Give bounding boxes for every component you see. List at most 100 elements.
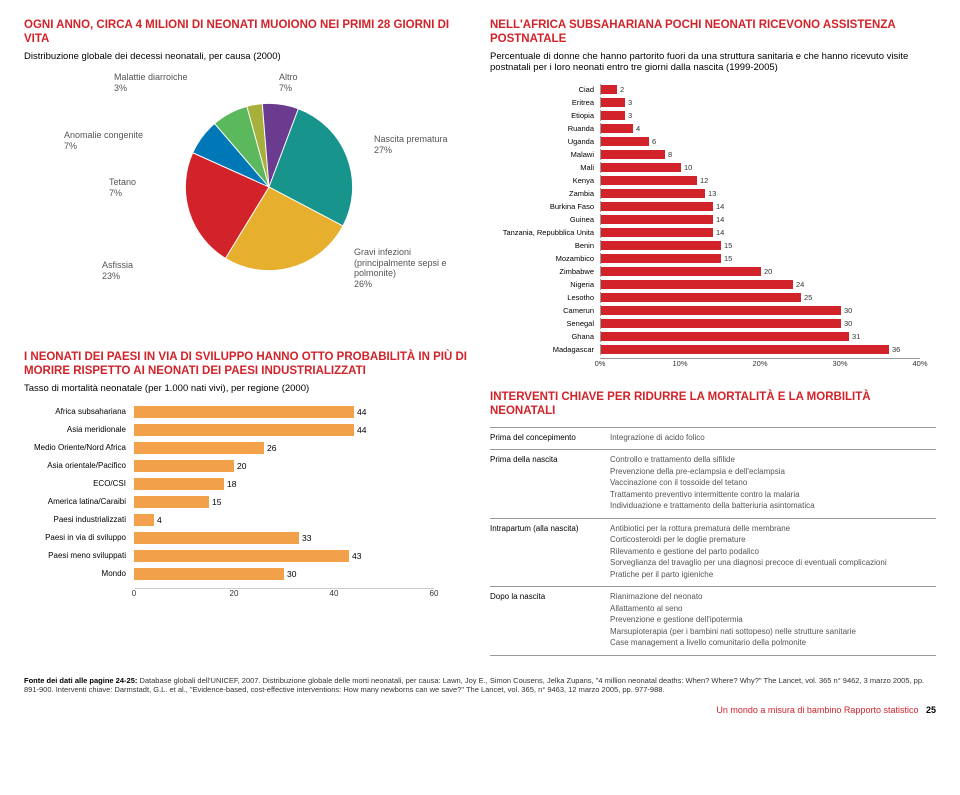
table-item: Vaccinazione con il tossoide del tetano <box>610 478 936 488</box>
report-name: Un mondo a misura di bambino Rapporto st… <box>716 705 918 715</box>
left-title-1: OGNI ANNO, CIRCA 4 MILIONI DI NEONATI MU… <box>24 18 470 47</box>
hbar-label: Tanzania, Repubblica Unita <box>490 228 600 237</box>
table-item: Allattamento al seno <box>610 604 936 614</box>
pie-label-pct: 3% <box>114 83 188 94</box>
bar-value: 33 <box>299 532 311 544</box>
table-phase: Prima della nascita <box>490 455 610 513</box>
intervention-table: Prima del concepimentoIntegrazione di ac… <box>490 427 936 656</box>
table-item: Antibiotici per la rottura prematura del… <box>610 524 936 534</box>
hbar-value: 36 <box>889 344 900 355</box>
bar-value: 30 <box>284 568 296 580</box>
table-item: Individuazione e trattamento della batte… <box>610 501 936 511</box>
hbar-label: Madagascar <box>490 345 600 354</box>
table-item: Corticosteroidi per le doglie premature <box>610 535 936 545</box>
hbar-value: 14 <box>713 227 724 238</box>
bar-label: Paesi in via di sviluppo <box>24 533 134 542</box>
pie-label-text: Gravi infezioni (principalmente sepsi e … <box>354 247 447 279</box>
bar-value: 44 <box>354 406 366 418</box>
pie-label-text: Tetano <box>109 177 136 187</box>
page-number: 25 <box>926 705 936 715</box>
hbar-label: Nigeria <box>490 280 600 289</box>
hbar-label: Zimbabwe <box>490 267 600 276</box>
bar-value: 20 <box>234 460 246 472</box>
pie-label-tetano: Tetano 7% <box>109 177 136 199</box>
table-item: Case management a livello comunitario de… <box>610 638 936 648</box>
left-column: OGNI ANNO, CIRCA 4 MILIONI DI NEONATI MU… <box>24 18 470 656</box>
table-phase: Prima del concepimento <box>490 433 610 445</box>
hbar-value: 3 <box>625 97 632 108</box>
hbar-label: Zambia <box>490 189 600 198</box>
bar-value: 18 <box>224 478 236 490</box>
hbar-value: 13 <box>705 188 716 199</box>
hbar-value: 30 <box>841 318 852 329</box>
hbar-value: 6 <box>649 136 656 147</box>
table-phase: Dopo la nascita <box>490 592 610 650</box>
table-item: Controllo e trattamento della sifilide <box>610 455 936 465</box>
bar-value: 26 <box>264 442 276 454</box>
pie-label-text: Altro <box>279 72 298 82</box>
hbar-value: 14 <box>713 214 724 225</box>
page-columns: OGNI ANNO, CIRCA 4 MILIONI DI NEONATI MU… <box>0 0 960 668</box>
hbar-label: Kenya <box>490 176 600 185</box>
pie-label-text: Asfissia <box>102 260 133 270</box>
table-item: Sorveglianza del travaglio per una diagn… <box>610 558 936 568</box>
bar-label: Mondo <box>24 569 134 578</box>
pie-label-prematura: Nascita prematura 27% <box>374 134 448 156</box>
table-phase: Intrapartum (alla nascita) <box>490 524 610 582</box>
hbar-value: 8 <box>665 149 672 160</box>
pie-chart: Malattie diarroiche 3% Altro 7% Nascita … <box>24 72 470 342</box>
hbar-value: 2 <box>617 84 624 95</box>
source-label: Fonte dei dati alle pagine 24-25: <box>24 676 137 685</box>
hbar-value: 3 <box>625 110 632 121</box>
pie-label-diarroiche: Malattie diarroiche 3% <box>114 72 188 94</box>
pie-label-pct: 27% <box>374 145 448 156</box>
pie-label-pct: 7% <box>109 188 136 199</box>
bar-label: Asia orientale/Pacifico <box>24 461 134 470</box>
bar-label: Medio Oriente/Nord Africa <box>24 443 134 452</box>
page-footer: Fonte dei dati alle pagine 24-25: Databa… <box>0 668 960 730</box>
right-subtitle-1: Percentuale di donne che hanno partorito… <box>490 51 936 73</box>
bar-value: 15 <box>209 496 221 508</box>
left-title-2: I NEONATI DEI PAESI IN VIA DI SVILUPPO H… <box>24 350 470 379</box>
bar-chart: Africa subsahariana 44 Asia meridionale 44 M… <box>24 404 470 602</box>
pie-label-text: Malattie diarroiche <box>114 72 188 82</box>
table-item: Rilevamento e gestione del parto podalic… <box>610 547 936 557</box>
hbar-label: Senegal <box>490 319 600 328</box>
hbar-label: Camerun <box>490 306 600 315</box>
pie-label-text: Anomalie congenite <box>64 130 143 140</box>
hbar-value: 25 <box>801 292 812 303</box>
table-item: Marsupioterapia (per i bambini nati sott… <box>610 627 936 637</box>
hbar-label: Ciad <box>490 85 600 94</box>
hbar-label: Etiopia <box>490 111 600 120</box>
pie-label-congenite: Anomalie congenite 7% <box>64 130 143 152</box>
hbar-label: Guinea <box>490 215 600 224</box>
table-item: Integrazione di acido folico <box>610 433 936 443</box>
hbar-value: 31 <box>849 331 860 342</box>
bar-value: 4 <box>154 514 162 526</box>
table-item: Trattamento preventivo intermittente con… <box>610 490 936 500</box>
right-section-2: INTERVENTI CHIAVE PER RIDURRE LA MORTALI… <box>490 390 936 656</box>
bar-label: Paesi industrializzati <box>24 515 134 524</box>
hbar-label: Mozambico <box>490 254 600 263</box>
page-number-row: Un mondo a misura di bambino Rapporto st… <box>24 705 936 715</box>
hbar-chart: Ciad2Eritrea3Etiopia3Ruanda4Uganda6Malaw… <box>490 83 936 372</box>
source-note: Fonte dei dati alle pagine 24-25: Databa… <box>24 676 936 696</box>
bar-label: Asia meridionale <box>24 425 134 434</box>
bar-label: Africa subsahariana <box>24 407 134 416</box>
bar-label: Paesi meno sviluppati <box>24 551 134 560</box>
hbar-value: 15 <box>721 253 732 264</box>
pie-label-infezioni: Gravi infezioni (principalmente sepsi e … <box>354 247 474 290</box>
hbar-label: Malawi <box>490 150 600 159</box>
hbar-value: 14 <box>713 201 724 212</box>
pie-label-altro: Altro 7% <box>279 72 298 94</box>
hbar-label: Uganda <box>490 137 600 146</box>
hbar-label: Eritrea <box>490 98 600 107</box>
left-section-2: I NEONATI DEI PAESI IN VIA DI SVILUPPO H… <box>24 350 470 602</box>
hbar-value: 15 <box>721 240 732 251</box>
table-item: Rianimazione del neonato <box>610 592 936 602</box>
pie-label-pct: 7% <box>64 141 143 152</box>
table-item: Prevenzione della pre-eclampsia e dell'e… <box>610 467 936 477</box>
bar-value: 44 <box>354 424 366 436</box>
table-item: Prevenzione e gestione dell'ipotermia <box>610 615 936 625</box>
left-subtitle-2: Tasso di mortalità neonatale (per 1.000 … <box>24 383 470 394</box>
